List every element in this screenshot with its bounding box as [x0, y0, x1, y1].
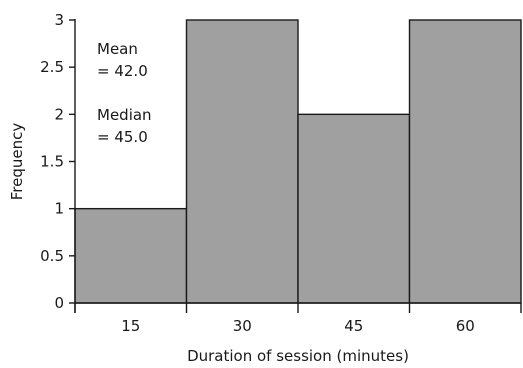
- bar-15: [74, 207, 188, 304]
- y-tick-label-3: 3: [54, 11, 64, 29]
- x-category-label-15: 15: [121, 317, 140, 335]
- y-tick-label-0.5: 0.5: [40, 247, 64, 265]
- bars-layer: [74, 19, 522, 304]
- bar-60: [408, 19, 522, 304]
- mean-annotation: Mean = 42.0: [97, 40, 148, 80]
- ticks-layer: 0 0.5 1 1.5 2 2.5 3 15 30 45 60: [40, 11, 522, 335]
- x-axis-title: Duration of session (minutes): [187, 347, 409, 365]
- median-annotation: Median = 45.0: [97, 106, 156, 146]
- x-category-label-45: 45: [344, 317, 363, 335]
- y-axis-title: Frequency: [8, 123, 26, 201]
- mean-annotation-line-1: Mean: [97, 40, 138, 58]
- y-tick-label-1.5: 1.5: [40, 153, 64, 171]
- median-annotation-line-2: = 45.0: [97, 128, 148, 146]
- bar-30: [185, 19, 299, 304]
- y-tick-label-1: 1: [54, 200, 64, 218]
- y-tick-label-0: 0: [54, 294, 64, 312]
- y-tick-label-2: 2: [54, 105, 64, 123]
- y-tick-label-2.5: 2.5: [40, 58, 64, 76]
- bar-45: [297, 113, 411, 304]
- annotations-layer: Mean = 42.0 Median = 45.0: [97, 40, 156, 146]
- x-category-label-60: 60: [456, 317, 475, 335]
- x-category-label-30: 30: [233, 317, 252, 335]
- median-annotation-line-1: Median: [97, 106, 152, 124]
- mean-annotation-line-2: = 42.0: [97, 62, 148, 80]
